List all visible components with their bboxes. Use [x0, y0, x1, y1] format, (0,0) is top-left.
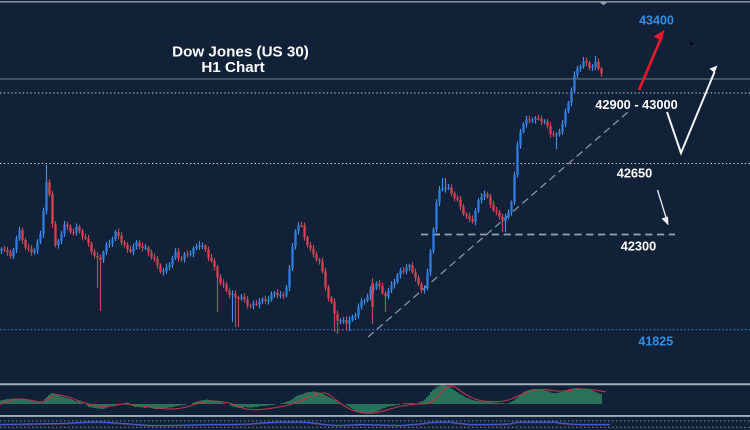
svg-text:41825: 41825	[638, 335, 673, 349]
svg-text:42650: 42650	[617, 165, 653, 180]
svg-text:42900 - 43000: 42900 - 43000	[595, 97, 678, 112]
svg-text:42300: 42300	[621, 239, 657, 254]
svg-text:Dow Jones (US 30): Dow Jones (US 30)	[172, 44, 309, 61]
svg-text:H1 Chart: H1 Chart	[201, 59, 264, 76]
svg-text:43400: 43400	[639, 14, 674, 28]
